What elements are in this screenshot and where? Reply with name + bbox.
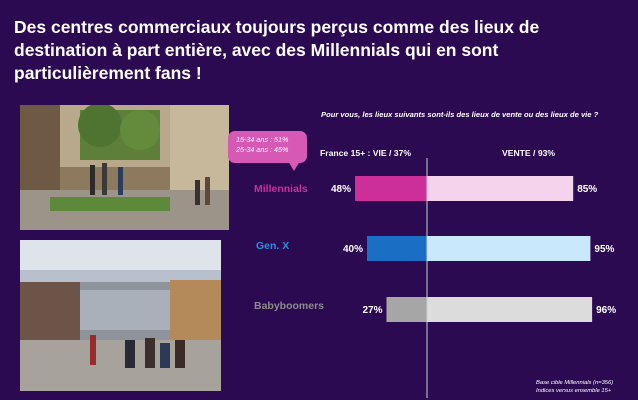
survey-question: Pour vous, les lieux suivants sont-ils d… (321, 110, 599, 119)
shopping-street-photo (20, 105, 229, 230)
callout-line-1: 15-34 ans : 51% (236, 135, 289, 144)
bar-vente-millennials (427, 176, 574, 201)
value-label-vente-gen-x: 95% (594, 244, 614, 255)
bar-vente-babyboomers (427, 297, 593, 322)
value-label-vie-millennials: 48% (331, 184, 351, 195)
page-title: Des centres commerciaux toujours perçus … (14, 17, 540, 83)
category-label-millennials: Millennials (254, 183, 308, 195)
bar-vie-millennials (355, 176, 427, 201)
value-label-vente-millennials: 85% (577, 184, 597, 195)
category-label-genx: Gen. X (256, 240, 290, 252)
callout-line-2: 25-34 ans : 45% (236, 145, 289, 154)
bar-vie-gen-x (367, 236, 427, 261)
footnote-line-1: Base cible Millennials (n=356) (536, 380, 614, 386)
value-label-vie-babyboomers: 27% (362, 305, 382, 316)
bar-vente-gen-x (427, 236, 591, 261)
age-callout: 15-34 ans : 51% 25-34 ans : 45% (228, 131, 307, 163)
footnote-line-2: Indices versus ensemble 15+ (536, 388, 612, 394)
shopping-mall-photo (20, 240, 221, 391)
callout-tail (288, 161, 300, 171)
footnote: Base cible Millennials (n=356) Indices v… (536, 379, 613, 395)
vie-column-header: France 15+ : VIE / 37% (320, 148, 411, 158)
value-label-vie-gen-x: 40% (343, 244, 363, 255)
vente-column-header: VENTE / 93% (502, 148, 556, 158)
value-label-vente-babyboomers: 96% (596, 305, 616, 316)
bar-vie-babyboomers (386, 297, 427, 322)
category-label-babyboomers: Babyboomers (254, 300, 325, 312)
